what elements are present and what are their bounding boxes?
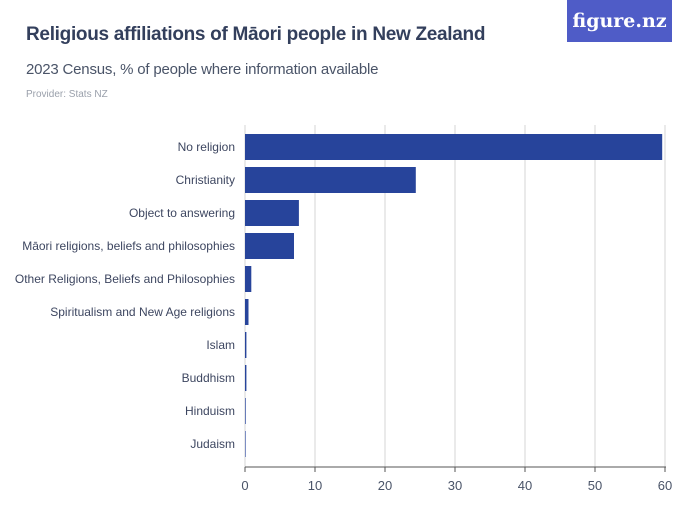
chart-subtitle: 2023 Census, % of people where informati…: [26, 61, 379, 78]
category-label: Other Religions, Beliefs and Philosophie…: [15, 272, 235, 286]
bar: [245, 332, 247, 358]
category-label: Spiritualism and New Age religions: [50, 305, 235, 319]
x-tick-label: 40: [518, 478, 532, 493]
chart-title: Religious affiliations of Māori people i…: [26, 24, 486, 45]
category-label: Hinduism: [185, 404, 235, 418]
x-tick-label: 60: [658, 478, 672, 493]
category-label: Islam: [206, 338, 235, 352]
bar: [245, 398, 246, 424]
x-tick-label: 0: [241, 478, 248, 493]
bar: [245, 200, 299, 226]
bar: [245, 134, 663, 160]
category-label: Judaism: [190, 437, 235, 451]
x-tick-label: 50: [588, 478, 602, 493]
x-tick-label: 30: [448, 478, 462, 493]
provider-label: Provider: Stats NZ: [26, 89, 108, 100]
bar: [245, 266, 252, 292]
category-label: Māori religions, beliefs and philosophie…: [22, 239, 235, 253]
x-tick-label: 20: [378, 478, 392, 493]
logo-text: figure.nz: [572, 10, 667, 32]
category-label: No religion: [178, 140, 235, 154]
category-label: Object to answering: [129, 206, 235, 220]
bar: [245, 167, 416, 193]
category-label: Buddhism: [182, 371, 235, 385]
bar: [245, 365, 247, 391]
bar: [245, 299, 249, 325]
bar: [245, 431, 246, 457]
bar: [245, 233, 294, 259]
figure-nz-logo[interactable]: figure.nz: [567, 0, 672, 42]
x-tick-label: 10: [308, 478, 322, 493]
category-label: Christianity: [176, 173, 235, 187]
